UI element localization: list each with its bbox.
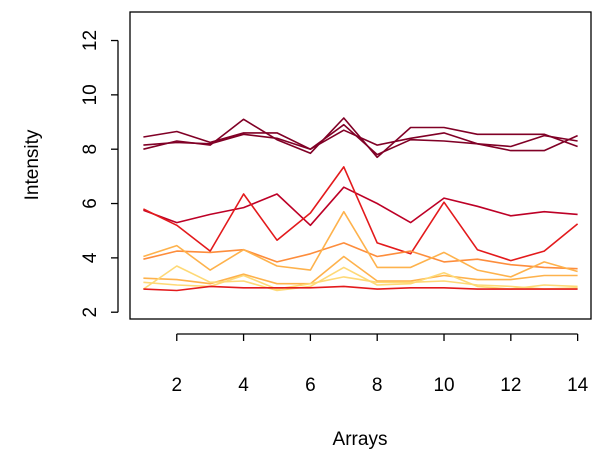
y-axis-title: Intensity xyxy=(22,129,43,200)
series-line-10 xyxy=(143,274,578,290)
y-tick-label: 4 xyxy=(80,252,101,263)
series-line-4 xyxy=(143,186,578,227)
x-tick-label: 6 xyxy=(305,375,316,396)
series-line-5 xyxy=(143,166,579,262)
x-tick-label: 4 xyxy=(238,375,249,396)
series-line-11 xyxy=(143,285,578,292)
y-tick-label: 8 xyxy=(80,144,101,155)
x-tick-label: 12 xyxy=(500,375,521,396)
y-tick-label: 6 xyxy=(80,198,101,209)
plot-box xyxy=(129,11,592,320)
x-tick-label: 8 xyxy=(372,375,383,396)
series-line-7 xyxy=(143,210,578,278)
series-line-6 xyxy=(143,242,578,270)
x-axis: 2 4 6 8 10 12 14 xyxy=(171,333,589,396)
y-axis: 2 4 6 8 10 12 xyxy=(80,30,119,318)
y-tick-label: 12 xyxy=(80,30,101,51)
series-line-3 xyxy=(143,129,578,152)
y-tick-label: 2 xyxy=(80,307,101,318)
series-layer xyxy=(142,117,579,292)
x-axis-title: Arrays xyxy=(333,429,388,450)
x-tick-label: 2 xyxy=(171,375,182,396)
x-tick-label: 10 xyxy=(433,375,454,396)
y-tick-label: 10 xyxy=(80,84,101,105)
x-tick-label: 14 xyxy=(567,375,589,396)
